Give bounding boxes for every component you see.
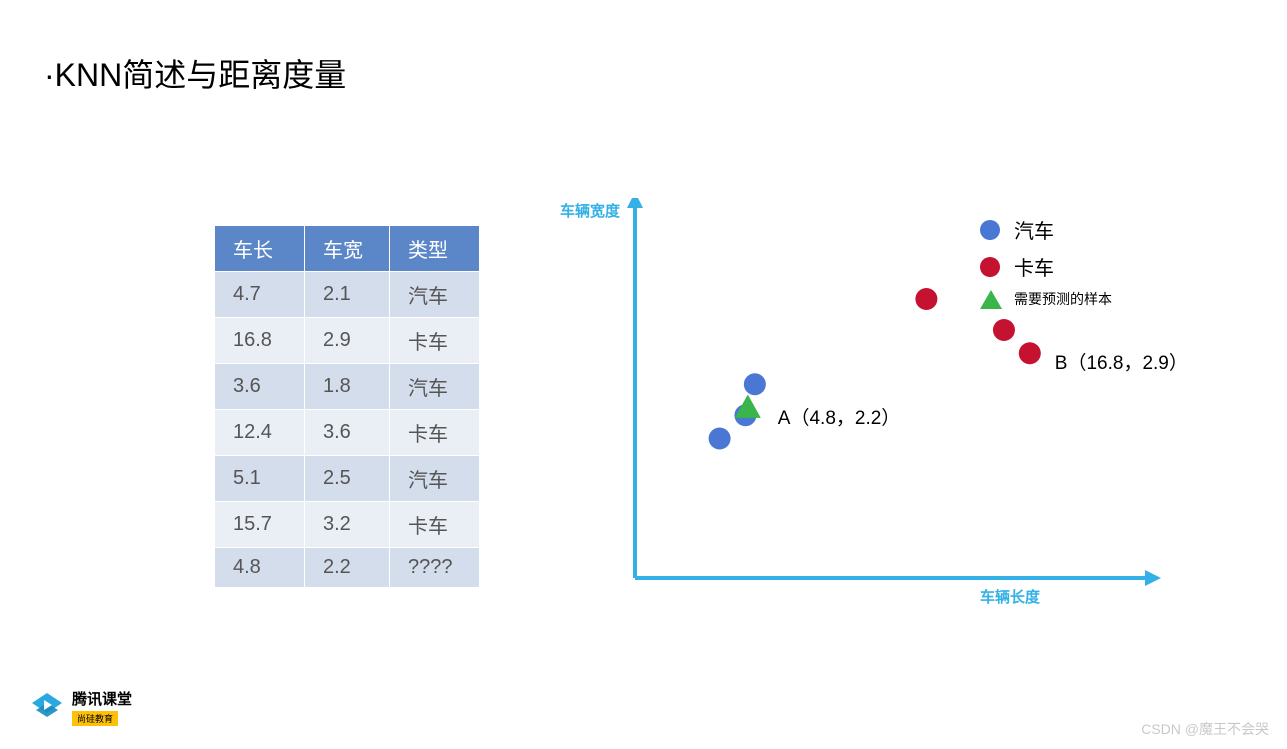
table-cell: 4.8	[215, 548, 305, 588]
table-cell: 16.8	[215, 318, 305, 364]
annotation-b: B（16.8，2.9）	[1055, 348, 1188, 375]
table-cell: 2.2	[305, 548, 390, 588]
table-cell: 汽车	[390, 364, 480, 410]
logo-brand-text: 腾讯课堂	[72, 688, 132, 709]
table-cell: 15.7	[215, 502, 305, 548]
logo-sub-text: 尚硅教育	[72, 711, 118, 726]
legend-item: 需要预测的样本	[980, 289, 1112, 309]
table-cell: 汽车	[390, 272, 480, 318]
legend-marker-circle	[980, 220, 1000, 240]
y-axis-label: 车辆宽度	[560, 200, 620, 221]
annotation-a: A（4.8，2.2）	[778, 403, 901, 430]
legend-item: 卡车	[980, 252, 1112, 281]
legend-item: 汽车	[980, 215, 1112, 244]
data-table: 车长 车宽 类型 4.72.1汽车16.82.9卡车3.61.8汽车12.43.…	[214, 225, 480, 588]
legend-marker-triangle	[980, 290, 1002, 309]
table-cell: 5.1	[215, 456, 305, 502]
table-cell: 2.1	[305, 272, 390, 318]
table-cell: 3.6	[215, 364, 305, 410]
table-cell: 3.2	[305, 502, 390, 548]
table-header-row: 车长 车宽 类型	[215, 226, 480, 272]
table-row: 4.72.1汽车	[215, 272, 480, 318]
table-row: 3.61.8汽车	[215, 364, 480, 410]
legend-label: 卡车	[1014, 252, 1054, 281]
col-header: 类型	[390, 226, 480, 272]
legend-label: 需要预测的样本	[1014, 289, 1112, 309]
logo-icon	[30, 691, 64, 725]
table-row: 16.82.9卡车	[215, 318, 480, 364]
table-cell: 2.9	[305, 318, 390, 364]
table-cell: 4.7	[215, 272, 305, 318]
table-row: 12.43.6卡车	[215, 410, 480, 456]
table-cell: 卡车	[390, 318, 480, 364]
col-header: 车长	[215, 226, 305, 272]
table-cell: 2.5	[305, 456, 390, 502]
chart-legend: 汽车卡车需要预测的样本	[980, 215, 1112, 317]
table-cell: 12.4	[215, 410, 305, 456]
table-cell: 3.6	[305, 410, 390, 456]
table-row: 4.82.2????	[215, 548, 480, 588]
x-axis-label: 车辆长度	[980, 586, 1040, 607]
table-cell: 卡车	[390, 502, 480, 548]
table-cell: 汽车	[390, 456, 480, 502]
table-row: 15.73.2卡车	[215, 502, 480, 548]
watermark: CSDN @魔王不会哭	[1141, 719, 1269, 739]
legend-label: 汽车	[1014, 215, 1054, 244]
table-cell: 卡车	[390, 410, 480, 456]
brand-logo: 腾讯课堂 尚硅教育	[30, 688, 132, 727]
table-row: 5.12.5汽车	[215, 456, 480, 502]
col-header: 车宽	[305, 226, 390, 272]
table-cell: 1.8	[305, 364, 390, 410]
table-cell: ????	[390, 548, 480, 588]
page-title: ·KNN简述与距离度量	[44, 50, 346, 96]
legend-marker-circle	[980, 257, 1000, 277]
